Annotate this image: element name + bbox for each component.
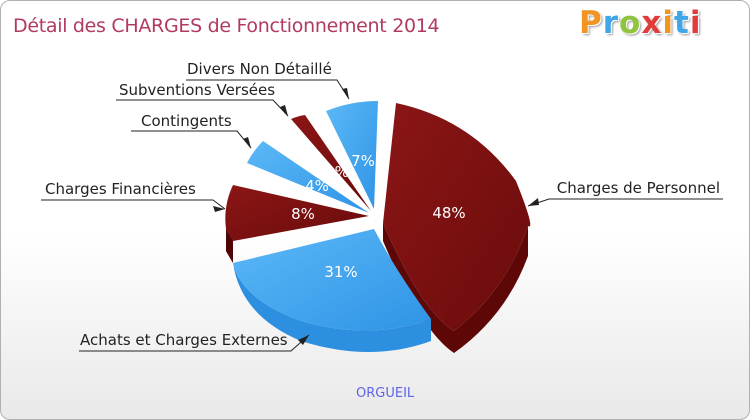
logo-letter: o	[619, 5, 642, 41]
leader-arrows	[213, 88, 539, 345]
pct-label-charges-de-personnel: 48%	[432, 204, 465, 222]
pct-label-divers-non-detaille: 7%	[351, 152, 375, 170]
logo-letter: i	[662, 5, 674, 41]
label-subventions-versees: Subventions Versées	[119, 81, 275, 99]
label-charges-financieres: Charges Financières	[45, 180, 196, 198]
leader-line-contingents	[131, 130, 252, 149]
slice-charges-de-personnel	[383, 103, 531, 353]
pct-label-achats-et-charges-externes: 31%	[324, 263, 357, 281]
slice-contingents	[247, 141, 369, 213]
chart-title: Détail des CHARGES de Fonctionnement 201…	[13, 15, 440, 37]
slice-charges-financieres	[225, 185, 369, 263]
logo-letter: i	[689, 5, 702, 41]
label-contingents: Contingents	[141, 112, 232, 130]
logo-letter: x	[641, 5, 663, 41]
logo-letter: t	[673, 5, 690, 41]
leader-line-charges-financieres	[41, 199, 226, 210]
label-achats-et-charges-externes: Achats et Charges Externes	[80, 331, 288, 349]
slice-achats-et-charges-externes	[233, 229, 431, 352]
pct-label-subventions-versees: 1%	[325, 163, 349, 181]
logo-letter: P	[579, 5, 603, 41]
leader-line-charges-de-personnel	[527, 198, 723, 207]
commune-name: ORGUEIL	[356, 386, 415, 401]
slice-subventions-versees	[291, 115, 371, 211]
pct-label-charges-financieres: 8%	[291, 205, 315, 223]
leader-line-subventions-versees	[116, 99, 289, 117]
label-divers-non-detaille: Divers Non Détaillé	[187, 60, 332, 78]
logo-letter: r	[602, 5, 620, 41]
label-charges-de-personnel: Charges de Personnel	[557, 179, 720, 197]
pct-label-contingents: 4%	[305, 177, 329, 195]
proxiti-logo: Proxiti	[579, 5, 701, 41]
slice-divers-non-detaille	[326, 101, 378, 209]
